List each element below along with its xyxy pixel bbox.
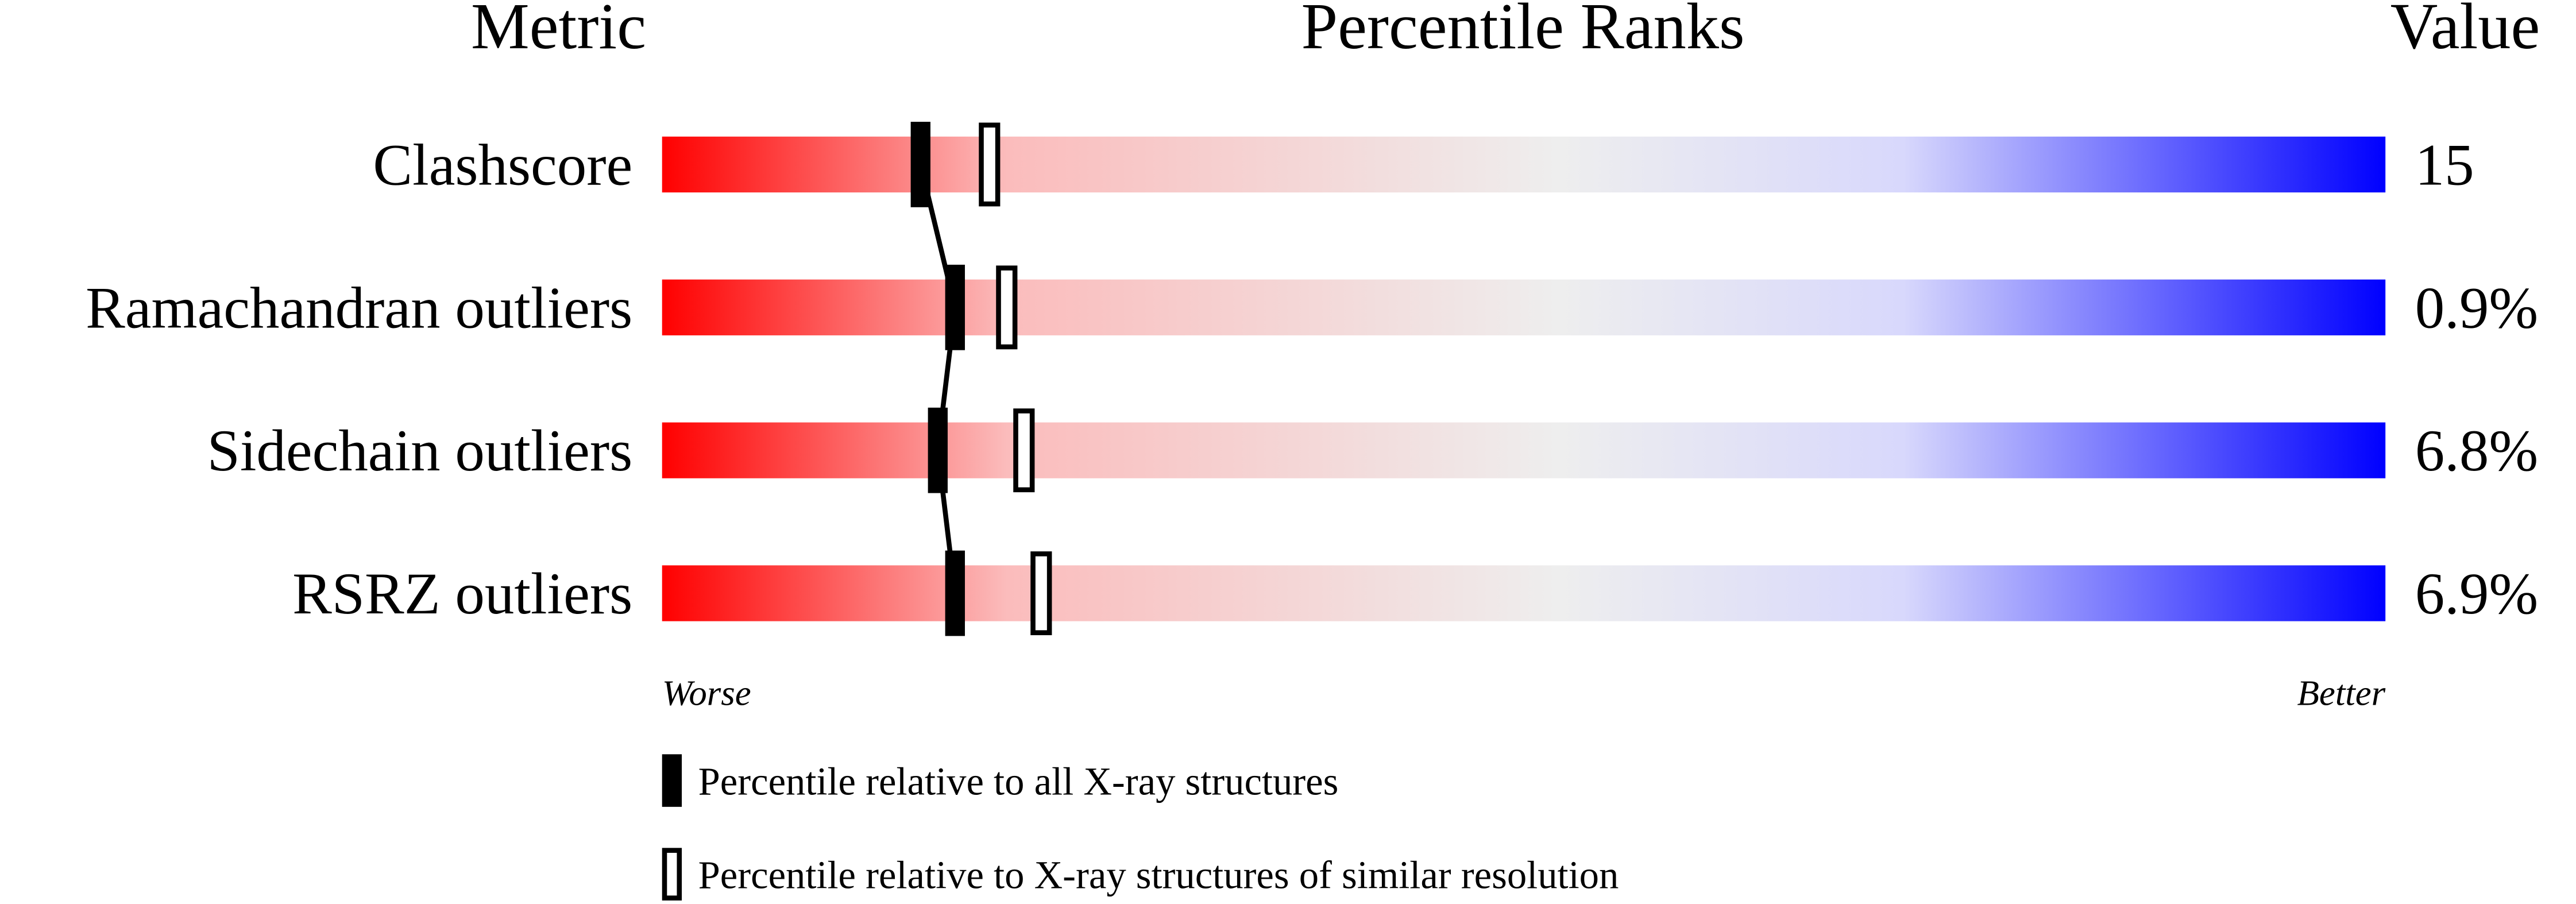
metric-label: Sidechain outliers bbox=[207, 418, 633, 484]
column-header: Metric bbox=[471, 0, 646, 63]
legend-label: Percentile relative to X-ray structures … bbox=[698, 853, 1619, 897]
slider-bar bbox=[662, 422, 2386, 478]
metric-value: 15 bbox=[2415, 133, 2474, 198]
percentile-marker bbox=[945, 264, 965, 350]
percentile-marker-open bbox=[996, 265, 1018, 350]
column-header: Percentile Ranks bbox=[1301, 0, 1745, 63]
legend-label: Percentile relative to all X-ray structu… bbox=[698, 759, 1339, 803]
metric-value: 6.8% bbox=[2415, 418, 2539, 484]
column-header: Value bbox=[2390, 0, 2540, 63]
legend-swatch bbox=[662, 848, 682, 901]
percentile-marker-open bbox=[979, 122, 1001, 207]
metric-label: RSRZ outliers bbox=[292, 561, 632, 627]
metric-value: 6.9% bbox=[2415, 561, 2539, 627]
legend-swatch bbox=[662, 754, 682, 807]
metric-label: Clashscore bbox=[373, 133, 632, 198]
percentile-marker bbox=[910, 122, 930, 207]
percentile-marker bbox=[928, 407, 948, 493]
axis-label: Better bbox=[2297, 673, 2385, 713]
metric-value: 0.9% bbox=[2415, 275, 2539, 341]
slider-bar bbox=[662, 136, 2386, 193]
slider-bar bbox=[662, 279, 2386, 335]
percentile-marker bbox=[945, 550, 965, 636]
metric-label: Ramachandran outliers bbox=[86, 275, 632, 341]
percentile-marker-open bbox=[1030, 551, 1052, 635]
percentile-marker-open bbox=[1013, 408, 1035, 493]
axis-label: Worse bbox=[662, 673, 751, 713]
slider-bar bbox=[662, 565, 2386, 621]
connector-line bbox=[918, 164, 958, 594]
